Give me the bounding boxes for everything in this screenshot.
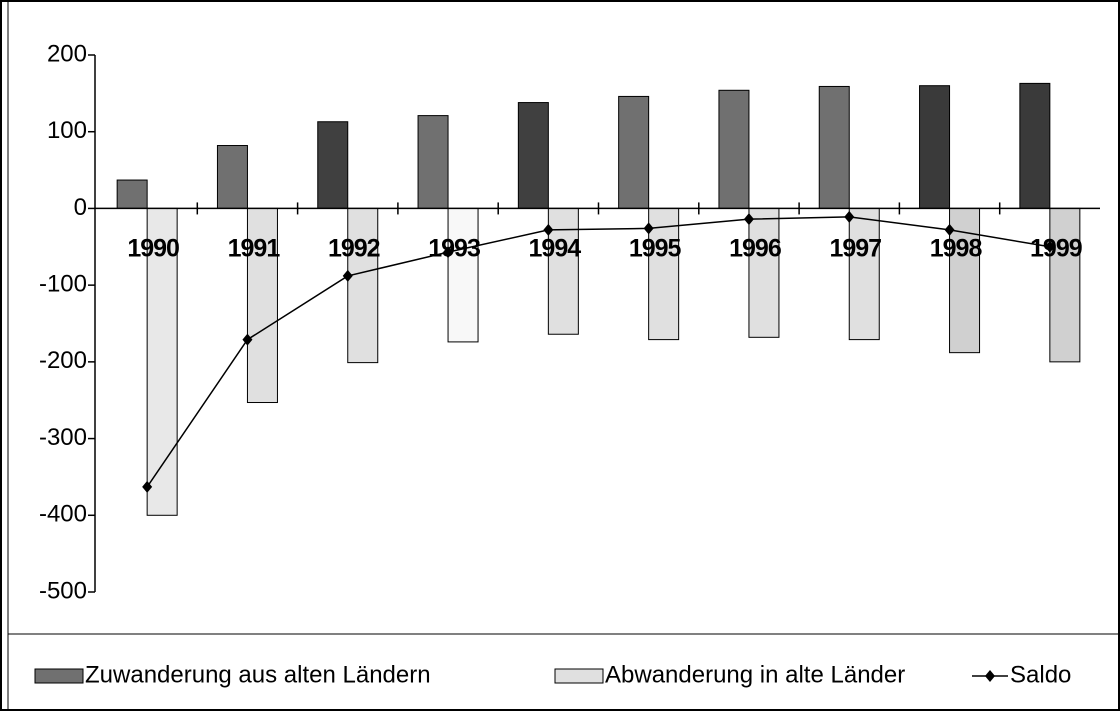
marker: [844, 210, 855, 223]
legend-swatch: [34, 668, 84, 684]
x-tick-label: 1992: [328, 235, 380, 263]
y-tick-label: -400: [39, 501, 87, 528]
y-tick-label: -100: [39, 270, 87, 297]
legend-marker: [985, 670, 995, 682]
legend-label: Saldo: [1010, 661, 1071, 688]
bar: [417, 115, 449, 209]
y-tick-label: 0: [74, 194, 87, 221]
bar: [547, 207, 579, 335]
marker: [242, 333, 253, 346]
marker: [1044, 240, 1055, 253]
x-tick-label: 1997: [829, 235, 881, 263]
bar: [648, 207, 680, 341]
marker: [142, 480, 153, 493]
bar: [517, 102, 549, 209]
bar: [246, 207, 278, 404]
y-tick-label: 100: [47, 117, 87, 144]
bar: [748, 207, 780, 338]
legend-swatch: [554, 668, 604, 684]
y-tick-label: -300: [39, 424, 87, 451]
bar: [347, 207, 379, 364]
legend-label: Abwanderung in alte Länder: [605, 661, 905, 688]
bar: [818, 85, 850, 209]
x-tick-label: 1993: [428, 235, 480, 263]
bar: [317, 121, 349, 209]
bar: [848, 207, 880, 341]
x-tick-label: 1990: [127, 235, 179, 263]
x-tick-label: 1999: [1030, 235, 1082, 263]
bar: [1019, 82, 1051, 209]
y-tick-label: -200: [39, 347, 87, 374]
y-tick-label: -500: [39, 577, 87, 604]
x-tick-label: 1996: [729, 235, 781, 263]
marker: [944, 223, 955, 236]
x-tick-label: 1995: [629, 235, 682, 263]
marker: [342, 269, 353, 282]
marker: [743, 213, 754, 226]
bar: [618, 95, 650, 209]
x-tick-label: 1991: [228, 235, 281, 263]
bar: [1049, 207, 1081, 363]
line: [146, 216, 1050, 488]
legend-label: Zuwanderung aus alten Ländern: [85, 661, 431, 688]
bar: [919, 85, 951, 209]
legend-box: [7, 633, 1120, 711]
x-tick-label: 1994: [529, 235, 582, 263]
marker: [443, 246, 454, 259]
marker: [643, 222, 654, 235]
bar: [447, 207, 479, 343]
x-tick-label: 1998: [930, 235, 983, 263]
marker: [543, 223, 554, 236]
bar: [718, 89, 750, 209]
y-tick-label: 200: [47, 40, 87, 67]
bar: [116, 179, 148, 209]
bar: [216, 145, 248, 209]
